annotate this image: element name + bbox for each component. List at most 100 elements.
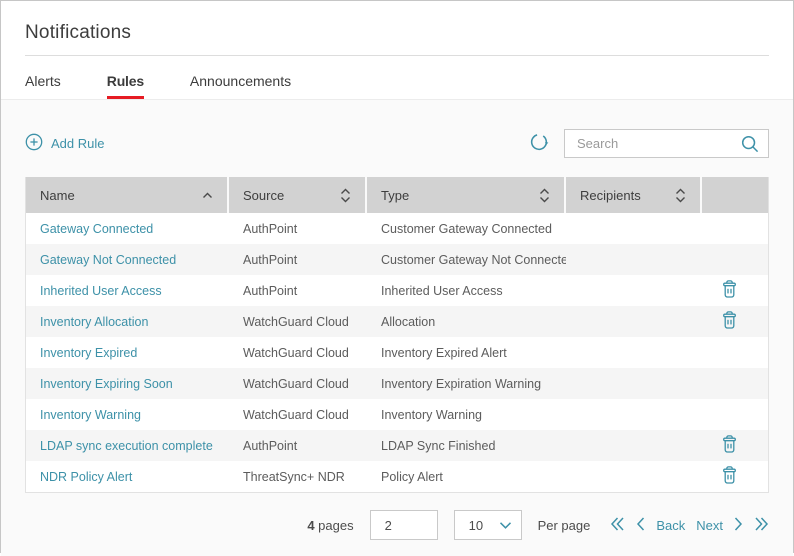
rule-name-link[interactable]: Inventory Warning bbox=[40, 407, 141, 422]
trash-icon bbox=[720, 310, 739, 333]
rule-name-link[interactable]: Inventory Expired bbox=[40, 345, 138, 360]
column-header-name[interactable]: Name bbox=[26, 177, 229, 213]
cell-source: ThreatSync+ NDR bbox=[243, 469, 345, 484]
table-row: Inventory Expired WatchGuard Cloud Invento… bbox=[26, 337, 768, 368]
column-header-type[interactable]: Type bbox=[367, 177, 566, 213]
column-header-actions bbox=[702, 177, 768, 213]
double-chevron-left-icon bbox=[610, 516, 625, 535]
next-page-button[interactable] bbox=[734, 516, 743, 535]
pager-nav: Back Next bbox=[610, 516, 769, 535]
table-row: Gateway Not Connected AuthPoint Customer G… bbox=[26, 244, 768, 275]
pages-label: pages bbox=[318, 517, 354, 533]
cell-recipients bbox=[566, 306, 702, 337]
delete-rule-button[interactable] bbox=[720, 310, 739, 333]
sort-icon bbox=[340, 188, 351, 203]
refresh-button[interactable] bbox=[528, 131, 550, 156]
cell-source: AuthPoint bbox=[243, 221, 298, 236]
cell-name: Gateway Connected bbox=[26, 213, 229, 244]
cell-type: Customer Gateway Not Connected bbox=[381, 252, 566, 267]
column-label: Name bbox=[40, 187, 75, 203]
rule-name-link[interactable]: NDR Policy Alert bbox=[40, 469, 133, 484]
rule-name-link[interactable]: LDAP sync execution complete bbox=[40, 438, 213, 453]
cell-source: AuthPoint bbox=[243, 283, 298, 298]
table-row: Inventory Allocation WatchGuard Cloud Allo… bbox=[26, 306, 768, 337]
column-label: Type bbox=[381, 187, 410, 203]
delete-rule-button[interactable] bbox=[720, 465, 739, 488]
cell-actions bbox=[702, 244, 768, 275]
cell-type: Policy Alert bbox=[381, 469, 443, 484]
toolbar: Add Rule bbox=[25, 129, 769, 158]
rule-name-link[interactable]: Gateway Not Connected bbox=[40, 252, 177, 267]
cell-name: Inventory Expired bbox=[26, 337, 229, 368]
rules-table: Name Source Type Recipients Gateway Connect… bbox=[25, 177, 769, 493]
delete-rule-button[interactable] bbox=[720, 434, 739, 457]
column-label: Source bbox=[243, 187, 285, 203]
cell-type: Inventory Expiration Warning bbox=[381, 376, 542, 391]
chevron-right-icon bbox=[734, 516, 743, 535]
rule-name-link[interactable]: Inherited User Access bbox=[40, 283, 162, 298]
per-page-label: Per page bbox=[537, 517, 591, 533]
search-input[interactable] bbox=[565, 136, 733, 151]
tab-announcements[interactable]: Announcements bbox=[189, 73, 292, 89]
table-row: Gateway Connected AuthPoint Customer Gatew… bbox=[26, 213, 768, 244]
cell-source: AuthPoint bbox=[243, 438, 298, 453]
cell-recipients bbox=[566, 337, 702, 368]
cell-name: NDR Policy Alert bbox=[26, 461, 229, 492]
cell-actions bbox=[702, 461, 768, 492]
cell-type: LDAP Sync Finished bbox=[381, 438, 496, 453]
last-page-button[interactable] bbox=[754, 516, 769, 535]
trash-icon bbox=[720, 279, 739, 302]
sort-icon bbox=[675, 188, 686, 203]
magnifier-icon[interactable] bbox=[740, 134, 760, 159]
cell-recipients bbox=[566, 275, 702, 306]
next-button[interactable]: Next bbox=[696, 517, 723, 533]
sort-asc-icon bbox=[202, 192, 213, 199]
pages-count: 4 bbox=[307, 517, 315, 533]
table-row: NDR Policy Alert ThreatSync+ NDR Policy Al… bbox=[26, 461, 768, 492]
per-page-select[interactable]: 10 bbox=[453, 510, 522, 540]
add-rule-button[interactable]: Add Rule bbox=[25, 133, 104, 154]
current-page-input[interactable] bbox=[369, 510, 438, 540]
column-label: Recipients bbox=[580, 187, 641, 203]
first-page-button[interactable] bbox=[610, 516, 625, 535]
chevron-left-icon bbox=[636, 516, 645, 535]
cell-type: Customer Gateway Connected bbox=[381, 221, 552, 236]
tab-alerts[interactable]: Alerts bbox=[25, 73, 61, 89]
cell-name: Inventory Allocation bbox=[26, 306, 229, 337]
cell-actions bbox=[702, 399, 768, 430]
table-row: Inventory Warning WatchGuard Cloud Invento… bbox=[26, 399, 768, 430]
cell-actions bbox=[702, 306, 768, 337]
rules-panel: Add Rule Name Source Type Recipients Gatewa… bbox=[1, 99, 793, 556]
delete-rule-button[interactable] bbox=[720, 279, 739, 302]
search-box bbox=[564, 129, 769, 158]
refresh-icon bbox=[528, 131, 550, 156]
tab-bar: Alerts Rules Announcements bbox=[25, 73, 769, 99]
cell-name: Inherited User Access bbox=[26, 275, 229, 306]
cell-name: LDAP sync execution complete bbox=[26, 430, 229, 461]
rule-name-link[interactable]: Gateway Connected bbox=[40, 221, 154, 236]
cell-source: WatchGuard Cloud bbox=[243, 376, 349, 391]
add-rule-label: Add Rule bbox=[51, 136, 105, 151]
tab-rules[interactable]: Rules bbox=[106, 73, 144, 99]
page-title: Notifications bbox=[25, 22, 132, 43]
column-header-recipients[interactable]: Recipients bbox=[566, 177, 702, 213]
cell-recipients bbox=[566, 368, 702, 399]
cell-name: Inventory Warning bbox=[26, 399, 229, 430]
column-header-source[interactable]: Source bbox=[229, 177, 367, 213]
pagination-bar: 4 pages 10 Per page bbox=[25, 510, 769, 540]
prev-page-button[interactable] bbox=[636, 516, 645, 535]
cell-recipients bbox=[566, 399, 702, 430]
cell-type: Allocation bbox=[381, 314, 436, 329]
cell-actions bbox=[702, 337, 768, 368]
cell-actions bbox=[702, 368, 768, 399]
table-body: Gateway Connected AuthPoint Customer Gatew… bbox=[26, 213, 768, 492]
rule-name-link[interactable]: Inventory Expiring Soon bbox=[40, 376, 173, 391]
cell-type: Inventory Warning bbox=[381, 407, 482, 422]
cell-source: WatchGuard Cloud bbox=[243, 314, 349, 329]
back-button[interactable]: Back bbox=[656, 517, 686, 533]
cell-name: Gateway Not Connected bbox=[26, 244, 229, 275]
cell-recipients bbox=[566, 461, 702, 492]
table-row: LDAP sync execution complete AuthPoint LDA… bbox=[26, 430, 768, 461]
rule-name-link[interactable]: Inventory Allocation bbox=[40, 314, 149, 329]
table-row: Inventory Expiring Soon WatchGuard Cloud I… bbox=[26, 368, 768, 399]
